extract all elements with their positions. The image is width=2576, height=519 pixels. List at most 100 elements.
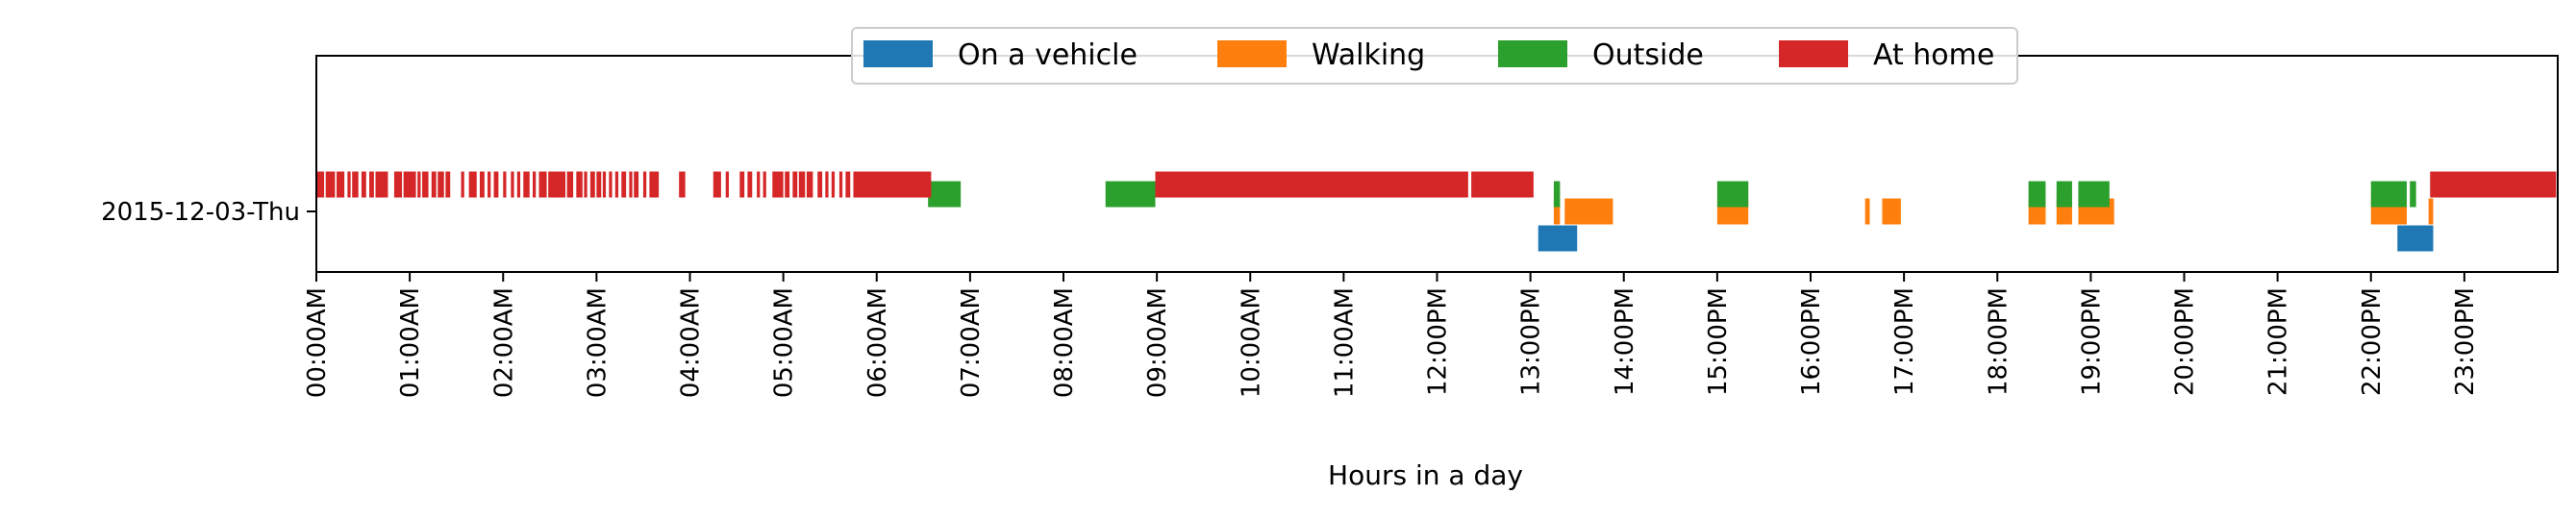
legend: On a vehicle Walking Outside At home	[851, 27, 2018, 85]
bar-at-home-12	[431, 171, 437, 198]
legend-label-on-a-vehicle: On a vehicle	[958, 38, 1138, 72]
bar-at-home-19	[493, 171, 499, 198]
x-tick-label-7: 07:00AM	[957, 287, 986, 398]
bar-on-a-vehicle-0	[1538, 225, 1578, 252]
bar-on-a-vehicle-2	[2397, 225, 2434, 252]
x-tick-label-6: 06:00AM	[863, 287, 892, 398]
bar-at-home-10	[417, 171, 421, 198]
bar-at-home-27	[566, 171, 574, 198]
bar-at-home-20	[503, 171, 507, 198]
bar-at-home-25	[538, 171, 547, 198]
bar-outside-0	[928, 181, 962, 208]
legend-label-outside: Outside	[1592, 38, 1704, 72]
x-tick-label-8: 08:00AM	[1050, 287, 1079, 398]
bar-at-home-47	[772, 171, 784, 198]
bar-at-home-48	[785, 171, 790, 198]
bar-outside-1	[1105, 181, 1156, 208]
legend-label-walking: Walking	[1312, 38, 1425, 72]
bar-at-home-23	[523, 171, 530, 198]
bar-at-home-17	[479, 171, 485, 198]
bar-at-home-4	[352, 171, 359, 198]
x-tick-label-10: 10:00AM	[1237, 287, 1265, 398]
bar-at-home-46	[763, 171, 766, 198]
x-tick-label-21: 21:00PM	[2264, 287, 2293, 396]
bar-outside-9	[2410, 181, 2416, 208]
bar-at-home-38	[642, 171, 647, 198]
bar-outside-6	[2078, 181, 2109, 208]
x-tick-label-2: 02:00AM	[489, 287, 518, 398]
bar-outside-4	[2028, 181, 2046, 208]
x-tick-label-16: 16:00PM	[1797, 287, 1826, 396]
bar-at-home-42	[725, 171, 729, 198]
bar-at-home-15	[461, 171, 464, 198]
bar-at-home-30	[589, 171, 595, 198]
bar-at-home-31	[596, 171, 602, 198]
bar-at-home-34	[614, 171, 619, 198]
x-tick-label-18: 18:00PM	[1984, 287, 2013, 396]
bar-walking-4	[1882, 198, 1901, 225]
bar-at-home-39	[649, 171, 660, 198]
x-tick-label-14: 14:00PM	[1611, 287, 1639, 396]
bar-at-home-56	[845, 171, 851, 198]
y-tick-label-0: 2015-12-03-Thu	[101, 198, 300, 227]
legend-swatch-walking	[1217, 40, 1287, 67]
bar-at-home-28	[576, 171, 583, 198]
bar-outside-2	[1553, 181, 1561, 208]
bar-outside-8	[2370, 181, 2407, 208]
bar-at-home-57	[853, 171, 932, 198]
bar-at-home-58	[1155, 171, 1468, 198]
bar-at-home-32	[602, 171, 607, 198]
bar-walking-0	[1553, 198, 1561, 225]
bar-at-home-2	[337, 171, 345, 198]
bar-at-home-13	[438, 171, 444, 198]
bar-at-home-14	[445, 171, 451, 198]
x-tick-label-22: 22:00PM	[2358, 287, 2387, 396]
x-tick-label-13: 13:00PM	[1517, 287, 1546, 396]
x-tick-label-17: 17:00PM	[1890, 287, 1919, 396]
bar-at-home-55	[838, 171, 843, 198]
bar-outside-3	[1716, 181, 1749, 208]
bar-at-home-44	[747, 171, 753, 198]
bar-at-home-50	[798, 171, 806, 198]
bar-at-home-40	[679, 171, 686, 198]
x-tick-label-12: 12:00PM	[1424, 287, 1453, 396]
bar-at-home-0	[316, 171, 325, 198]
bar-at-home-9	[403, 171, 416, 198]
bar-at-home-29	[584, 171, 588, 198]
bar-walking-9	[2428, 198, 2434, 225]
bar-at-home-16	[468, 171, 477, 198]
bar-at-home-52	[817, 171, 823, 198]
x-axis-label: Hours in a day	[1328, 459, 1523, 491]
bar-at-home-33	[609, 171, 613, 198]
x-tick-label-11: 11:00AM	[1330, 287, 1359, 398]
bar-at-home-37	[634, 171, 639, 198]
bar-at-home-24	[533, 171, 537, 198]
bar-outside-7	[2104, 181, 2110, 208]
legend-swatch-outside	[1498, 40, 1567, 67]
bar-at-home-59	[1471, 171, 1534, 198]
x-tick-label-0: 00:00AM	[303, 287, 332, 398]
x-tick-label-9: 09:00AM	[1143, 287, 1172, 398]
series-outside	[928, 181, 2416, 208]
bar-at-home-26	[548, 171, 565, 198]
bar-at-home-6	[369, 171, 374, 198]
x-tick-label-1: 01:00AM	[396, 287, 425, 398]
axes-layer: 00:00AM 01:00AM 02:00AM 03:00AM 04:00AM 05:00…	[101, 55, 2559, 491]
bar-at-home-35	[621, 171, 627, 198]
bar-at-home-41	[713, 171, 721, 198]
legend-swatch-on-a-vehicle	[863, 40, 933, 67]
bar-at-home-60	[2430, 171, 2557, 198]
bar-at-home-3	[347, 171, 351, 198]
series-on-a-vehicle	[1538, 225, 2434, 252]
bar-at-home-18	[488, 171, 491, 198]
x-tick-label-15: 15:00PM	[1704, 287, 1733, 396]
bars-layer	[316, 171, 2557, 252]
x-tick-label-4: 04:00AM	[677, 287, 706, 398]
bar-at-home-54	[831, 171, 836, 198]
bar-at-home-53	[825, 171, 829, 198]
x-tick-label-19: 19:00PM	[2077, 287, 2106, 396]
bar-at-home-11	[422, 171, 429, 198]
bar-at-home-49	[792, 171, 798, 198]
